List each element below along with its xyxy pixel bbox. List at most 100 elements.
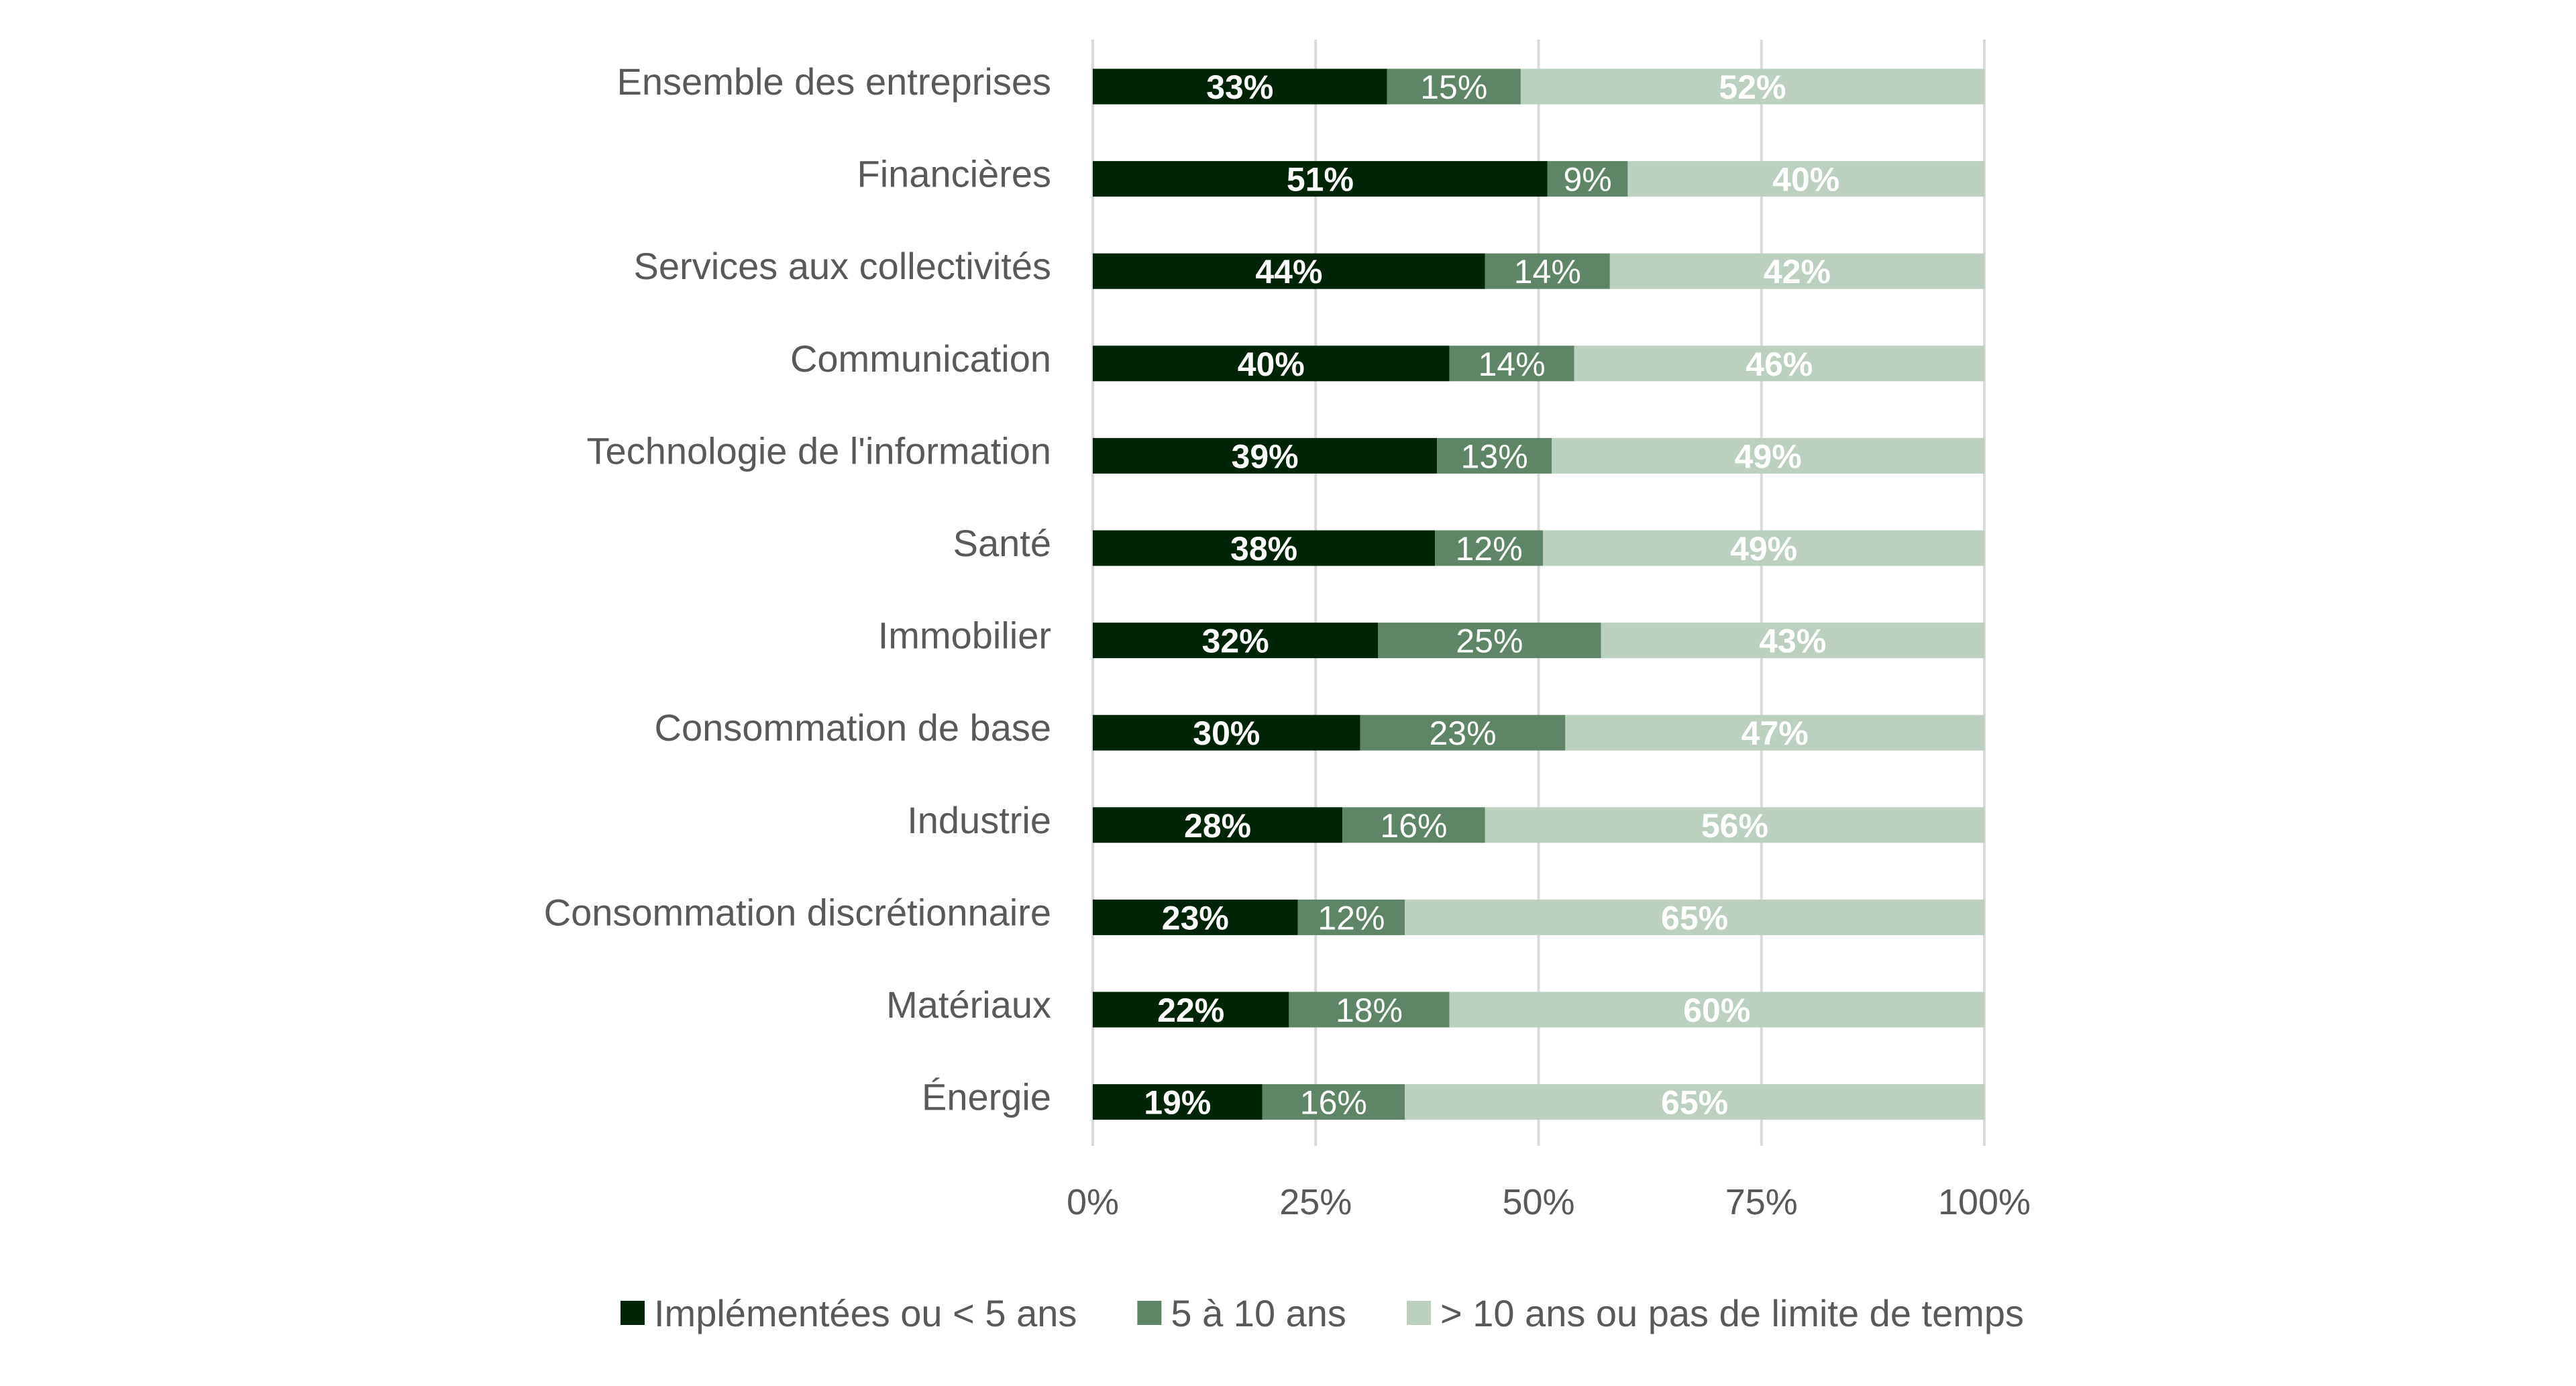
data-label: 65% [1661,899,1728,937]
data-label: 30% [1193,714,1260,752]
bar-row: 39% 13% 49% [1093,437,1984,475]
x-axis-tick-labels: 0% 25% 50% 75% 100% [1067,1182,2031,1222]
bar-segment-series-2 [1387,68,1521,105]
bar-row: 40% 14% 46% [1093,345,1984,383]
bar-segment-series-3 [1552,437,1984,474]
bar-segment-series-2 [1289,992,1450,1028]
legend-label: 5 à 10 ans [1171,1292,1346,1334]
category-label: Santé [953,522,1051,564]
legend-item: 5 à 10 ans [1137,1292,1346,1334]
bar-segment-series-1 [1093,807,1343,843]
data-label: 28% [1184,807,1251,845]
bar-row: 28% 16% 56% [1093,807,1984,845]
data-label: 49% [1730,530,1797,568]
x-tick-label: 25% [1279,1182,1352,1222]
bar-segment-series-3 [1485,807,1984,843]
bar-segment-series-2 [1342,807,1485,843]
bar-segment-series-1 [1093,1084,1263,1120]
data-label: 56% [1701,807,1768,845]
data-label: 23% [1162,899,1229,937]
bar-row: 22% 18% 60% [1093,992,1984,1029]
data-label: 16% [1300,1084,1367,1122]
data-label: 32% [1202,623,1269,660]
data-label: 43% [1759,623,1826,660]
data-label: 38% [1230,530,1297,568]
category-label: Communication [790,337,1051,380]
bar-segment-series-1 [1093,714,1360,751]
data-label: 19% [1144,1084,1211,1122]
bar-segment-series-2 [1485,253,1610,289]
bar-segment-series-3 [1609,253,1984,289]
category-labels: Ensemble des entreprises Financières Servi… [544,60,1051,1118]
legend-label: > 10 ans ou pas de limite de temps [1440,1292,2024,1334]
data-label: 12% [1318,899,1385,937]
data-label: 46% [1746,345,1813,383]
data-label: 22% [1157,992,1224,1029]
category-label: Matériaux [886,983,1051,1026]
category-label: Technologie de l'information [587,429,1051,472]
category-label: Services aux collectivités [634,245,1051,287]
data-label: 42% [1764,253,1831,290]
data-label: 14% [1514,253,1581,290]
bar-segment-series-1 [1093,345,1450,382]
bar-segment-series-1 [1093,253,1485,289]
bars: 33% 15% 52% 51% 9% 40% 44% 14% 42% 40% 14% 46% 39% 13… [1093,68,1984,1122]
data-label: 47% [1741,714,1809,752]
bar-segment-series-2 [1547,161,1628,197]
category-label: Énergie [922,1076,1051,1118]
data-label: 52% [1719,68,1786,106]
legend: Implémentées ou < 5 ans 5 à 10 ans > 10 an… [621,1292,2024,1334]
bar-row: 19% 16% 65% [1093,1084,1984,1122]
category-label: Ensemble des entreprises [617,60,1051,103]
legend-swatch [1137,1301,1162,1325]
bar-segment-series-3 [1449,992,1984,1028]
data-label: 40% [1772,161,1839,199]
bar-row: 38% 12% 49% [1093,530,1984,568]
bar-segment-series-3 [1565,714,1984,751]
data-label: 39% [1232,437,1299,475]
data-label: 13% [1461,437,1528,475]
legend-swatch [1406,1301,1431,1325]
bar-row: 44% 14% 42% [1093,253,1984,290]
data-label: 15% [1420,68,1487,106]
category-label: Industrie [907,799,1051,841]
gridlines [1091,40,1986,1146]
data-label: 14% [1479,345,1546,383]
x-tick-label: 75% [1725,1182,1798,1222]
bar-segment-series-2 [1449,345,1574,382]
bar-segment-series-2 [1262,1084,1405,1120]
bar-segment-series-1 [1093,530,1436,566]
bar-segment-series-1 [1093,899,1298,935]
bar-segment-series-1 [1093,992,1289,1028]
category-label: Consommation de base [655,706,1051,749]
bar-row: 51% 9% 40% [1093,161,1984,199]
bar-segment-series-2 [1297,899,1405,935]
data-label: 33% [1206,68,1273,106]
legend-label: Implémentées ou < 5 ans [654,1292,1077,1334]
bar-segment-series-2 [1437,437,1552,474]
data-label: 12% [1456,530,1523,568]
x-tick-label: 100% [1938,1182,2031,1222]
bar-row: 32% 25% 43% [1093,623,1984,660]
bar-segment-series-3 [1543,530,1984,566]
data-label: 40% [1238,345,1305,383]
bar-segment-series-1 [1093,161,1548,197]
bar-segment-series-1 [1093,437,1438,474]
bar-segment-series-3 [1627,161,1984,197]
data-label: 9% [1563,161,1611,199]
bar-row: 23% 12% 65% [1093,899,1984,937]
bar-segment-series-3 [1405,899,1984,935]
bar-segment-series-3 [1574,345,1984,382]
bar-row: 30% 23% 47% [1093,714,1984,752]
bar-segment-series-2 [1360,714,1566,751]
legend-item: Implémentées ou < 5 ans [621,1292,1077,1334]
category-label: Immobilier [878,615,1051,657]
data-label: 18% [1336,992,1403,1029]
data-label: 23% [1429,714,1496,752]
data-label: 16% [1380,807,1447,845]
legend-swatch [621,1301,645,1325]
bar-row: 33% 15% 52% [1093,68,1984,106]
bar-segment-series-2 [1378,623,1601,659]
bar-segment-series-1 [1093,68,1387,105]
